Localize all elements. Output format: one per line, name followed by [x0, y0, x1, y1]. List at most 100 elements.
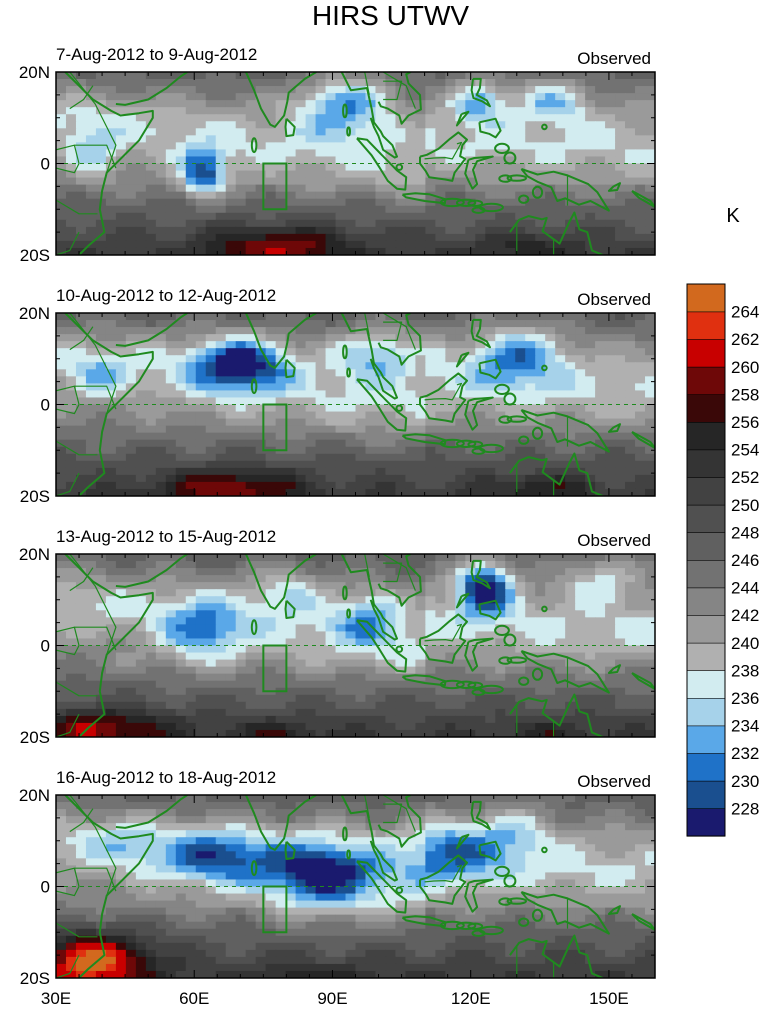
- field-cell: [325, 397, 337, 406]
- field-cell: [535, 72, 546, 80]
- field-cell: [105, 383, 117, 392]
- field-cell: [645, 638, 655, 647]
- field-cell: [65, 376, 77, 384]
- field-cell: [325, 341, 337, 349]
- field-cell: [565, 722, 576, 731]
- field-cell: [445, 226, 456, 235]
- field-cell: [225, 191, 237, 200]
- field-cell: [605, 453, 616, 462]
- field-cell: [325, 596, 337, 604]
- field-cell: [525, 673, 536, 682]
- field-cell: [565, 603, 576, 611]
- field-cell: [565, 453, 576, 462]
- field-cell: [145, 320, 157, 328]
- field-cell: [455, 638, 466, 647]
- field-cell: [415, 198, 426, 207]
- field-cell: [575, 673, 586, 682]
- field-cell: [365, 128, 377, 136]
- island: [455, 680, 477, 689]
- field-cell: [285, 212, 297, 221]
- field-cell: [605, 383, 616, 392]
- field-cell: [115, 481, 127, 490]
- field-cell: [295, 212, 307, 221]
- field-cell: [155, 390, 167, 399]
- field-cell: [65, 79, 77, 87]
- field-cell: [135, 397, 147, 406]
- field-cell: [595, 149, 606, 158]
- field-cell: [265, 610, 277, 618]
- field-cell: [375, 582, 387, 590]
- field-cell: [125, 418, 137, 427]
- field-cell: [505, 425, 516, 434]
- field-cell: [425, 79, 436, 87]
- field-cell: [235, 631, 247, 640]
- field-cell: [285, 341, 297, 349]
- field-cell: [615, 460, 626, 469]
- field-cell: [285, 481, 297, 490]
- field-cell: [435, 701, 446, 710]
- field-cell: [355, 334, 367, 342]
- field-cell: [535, 453, 546, 462]
- field-cell: [625, 404, 636, 413]
- field-cell: [395, 233, 407, 242]
- field-cell: [625, 701, 636, 710]
- field-cell: [645, 397, 655, 406]
- field-cell: [175, 722, 187, 731]
- field-cell: [195, 680, 207, 689]
- field-cell: [415, 474, 426, 483]
- field-cell: [175, 687, 187, 696]
- field-cell: [445, 446, 456, 455]
- field-cell: [215, 240, 227, 249]
- field-cell: [495, 79, 506, 87]
- field-cell: [175, 694, 187, 703]
- field-cell: [145, 659, 157, 668]
- field-cell: [235, 397, 247, 406]
- field-cell: [585, 226, 596, 235]
- field-cell: [75, 142, 87, 151]
- field-cell: [515, 397, 526, 406]
- field-cell: [225, 561, 237, 569]
- field-cell: [485, 694, 496, 703]
- field-cell: [56, 240, 67, 249]
- field-cell: [525, 390, 536, 399]
- field-cell: [75, 100, 87, 108]
- field-cell: [495, 93, 506, 101]
- island: [498, 656, 513, 665]
- field-cell: [85, 233, 97, 242]
- field-cell: [85, 121, 97, 129]
- field-cell: [645, 722, 655, 731]
- field-cell: [505, 313, 516, 321]
- field-cell: [455, 320, 466, 328]
- field-cell: [565, 474, 576, 483]
- field-cell: [56, 205, 67, 214]
- field-cell: [135, 561, 147, 569]
- field-cell: [235, 673, 247, 682]
- field-cell: [125, 327, 137, 335]
- field-cell: [235, 554, 247, 562]
- panel-3-ticks: [55, 553, 656, 738]
- field-cell: [245, 638, 257, 647]
- island: [250, 619, 258, 636]
- field-cell: [405, 156, 416, 165]
- field-cell: [195, 554, 207, 562]
- field-cell: [595, 121, 606, 129]
- field-cell: [285, 334, 297, 342]
- field-cell: [255, 163, 267, 172]
- field-cell: [365, 156, 377, 165]
- field-cell: [325, 107, 337, 115]
- field-cell: [245, 631, 257, 640]
- field-cell: [105, 247, 117, 255]
- field-cell: [335, 156, 347, 165]
- field-cell: [625, 334, 636, 342]
- field-cell: [205, 163, 217, 172]
- field-cell: [635, 631, 646, 640]
- field-cell: [365, 369, 377, 377]
- field-cell: [605, 341, 616, 349]
- field-cell: [495, 247, 506, 255]
- field-cell: [255, 212, 267, 221]
- field-cell: [255, 205, 267, 214]
- field-cell: [225, 219, 237, 228]
- field-cell: [585, 142, 596, 151]
- field-cell: [555, 425, 566, 434]
- field-cell: [105, 708, 117, 717]
